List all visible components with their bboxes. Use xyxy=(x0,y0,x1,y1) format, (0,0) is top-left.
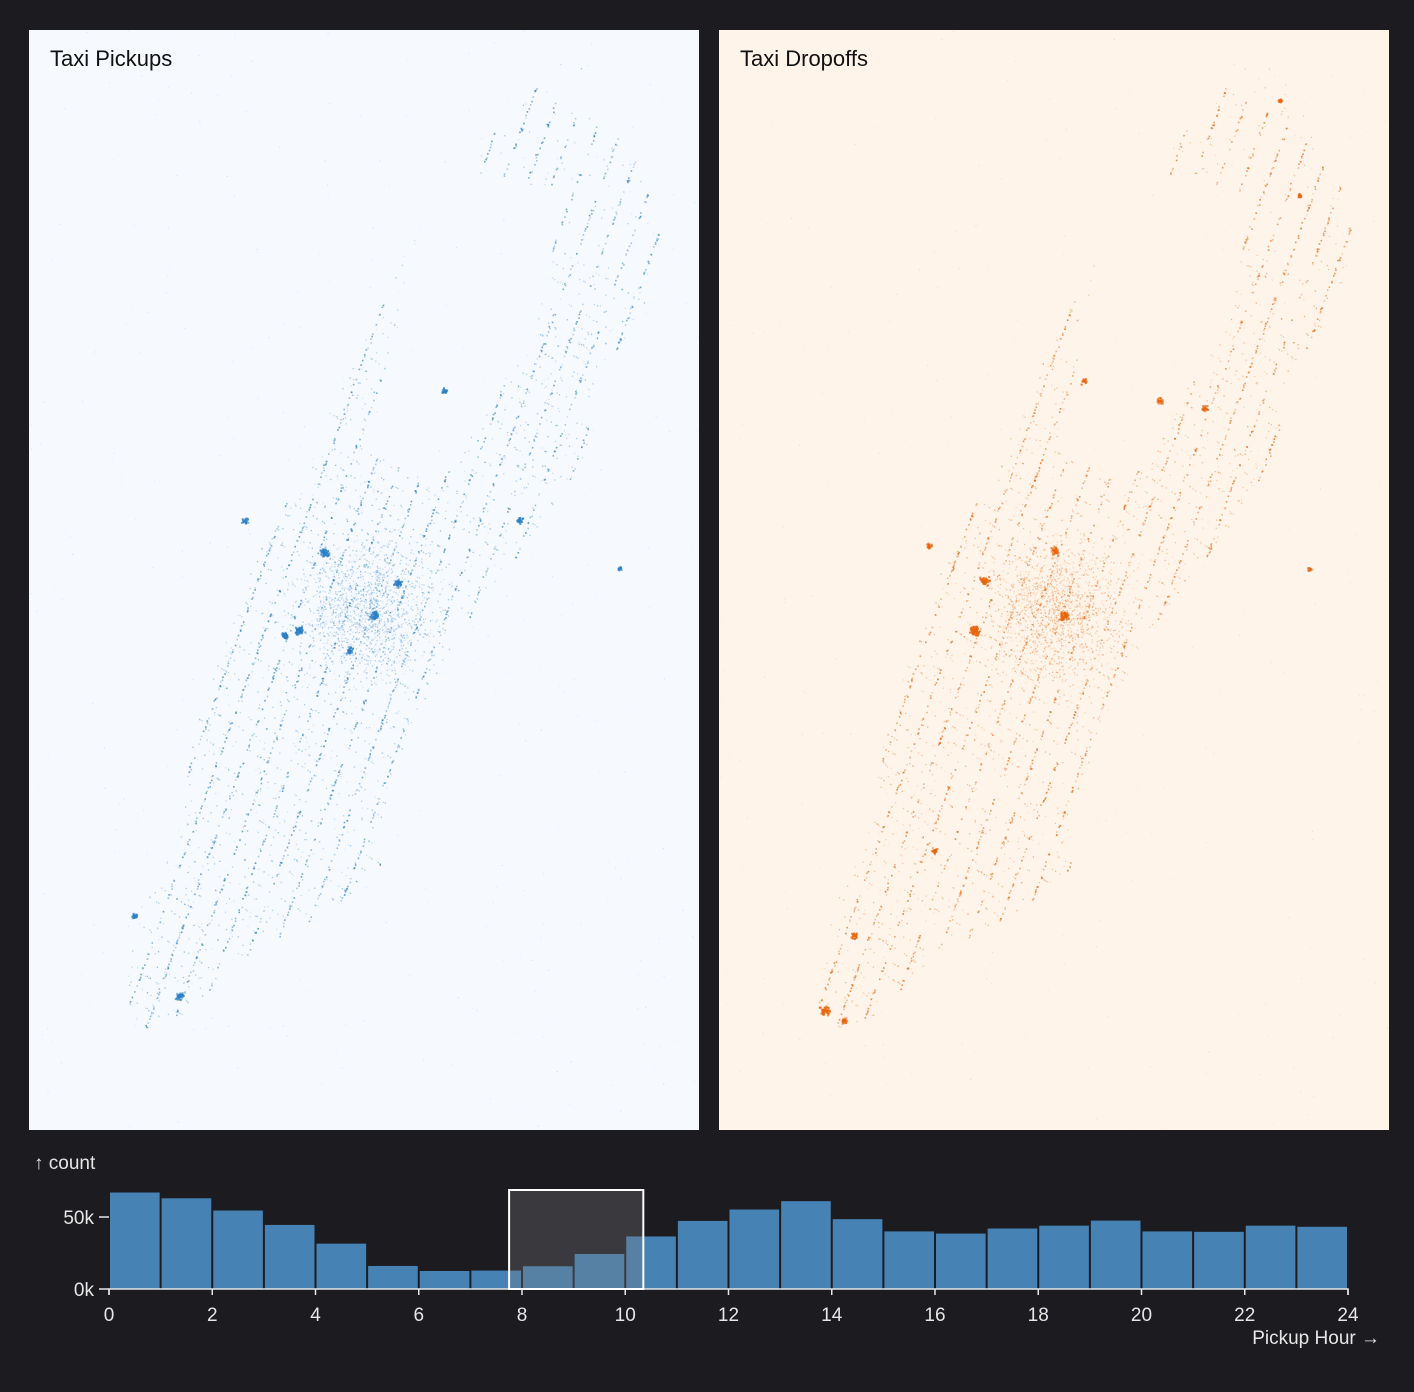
x-tick-label: 4 xyxy=(310,1305,321,1326)
histogram-bar xyxy=(1297,1226,1347,1289)
histogram-bar xyxy=(574,1254,625,1289)
x-tick-label: 2 xyxy=(207,1305,218,1326)
x-tick-label: 18 xyxy=(1028,1305,1049,1326)
histogram-bar xyxy=(626,1236,676,1289)
dropoffs-title: Taxi Dropoffs xyxy=(740,46,868,71)
histogram-bar xyxy=(523,1266,573,1289)
dropoffs-map-panel: Taxi Dropoffs xyxy=(719,30,1389,1130)
y-tick-label: 0k xyxy=(74,1280,95,1301)
histogram-bar xyxy=(781,1201,831,1289)
x-tick-label: 12 xyxy=(718,1305,739,1326)
histogram-bar xyxy=(729,1209,780,1289)
histogram-bar xyxy=(832,1219,883,1289)
histogram-bar xyxy=(1039,1225,1089,1289)
histogram-bar xyxy=(419,1271,470,1289)
hour-brush-selection[interactable] xyxy=(508,1189,645,1290)
histogram-bar xyxy=(161,1198,212,1289)
x-tick-label: 6 xyxy=(413,1305,424,1326)
histogram-bar xyxy=(884,1231,934,1289)
pickups-title: Taxi Pickups xyxy=(50,46,173,71)
histogram-bars xyxy=(110,1192,1347,1289)
x-axis-label: Pickup Hour → xyxy=(1252,1328,1380,1349)
histogram-bar xyxy=(677,1220,728,1289)
pickups-density-map xyxy=(30,30,699,1127)
histogram-bar xyxy=(1142,1231,1193,1289)
histogram-bar xyxy=(1090,1220,1141,1289)
histogram-bar xyxy=(368,1265,418,1289)
histogram-bar xyxy=(1245,1225,1296,1289)
density-points xyxy=(30,30,699,1127)
histogram-bar xyxy=(264,1224,315,1289)
x-tick-label: 14 xyxy=(821,1305,843,1326)
histogram-bar xyxy=(936,1233,986,1289)
histogram-bar xyxy=(316,1243,367,1289)
histogram-bar xyxy=(987,1228,1038,1289)
pickup-hour-histogram: ↑ count Pickup Hour → 0 2 4 6 8 10 12 14 16 18 20 2… xyxy=(34,1153,1380,1349)
x-tick-label: 0 xyxy=(104,1305,115,1326)
x-tick-label: 10 xyxy=(615,1305,636,1326)
density-points xyxy=(720,30,1389,1130)
dropoffs-density-map xyxy=(720,30,1389,1130)
pickups-map-panel: Taxi Pickups xyxy=(29,30,699,1130)
y-axis-label: ↑ count xyxy=(34,1153,96,1174)
y-tick-label: 50k xyxy=(63,1208,94,1229)
x-tick-label: 24 xyxy=(1337,1305,1359,1326)
histogram-bar xyxy=(1194,1231,1244,1289)
x-tick-label: 22 xyxy=(1234,1305,1255,1326)
histogram-bar xyxy=(110,1192,160,1289)
x-tick-label: 20 xyxy=(1131,1305,1152,1326)
x-tick-label: 8 xyxy=(517,1305,528,1326)
x-tick-label: 16 xyxy=(924,1305,945,1326)
histogram-bar xyxy=(213,1210,263,1289)
